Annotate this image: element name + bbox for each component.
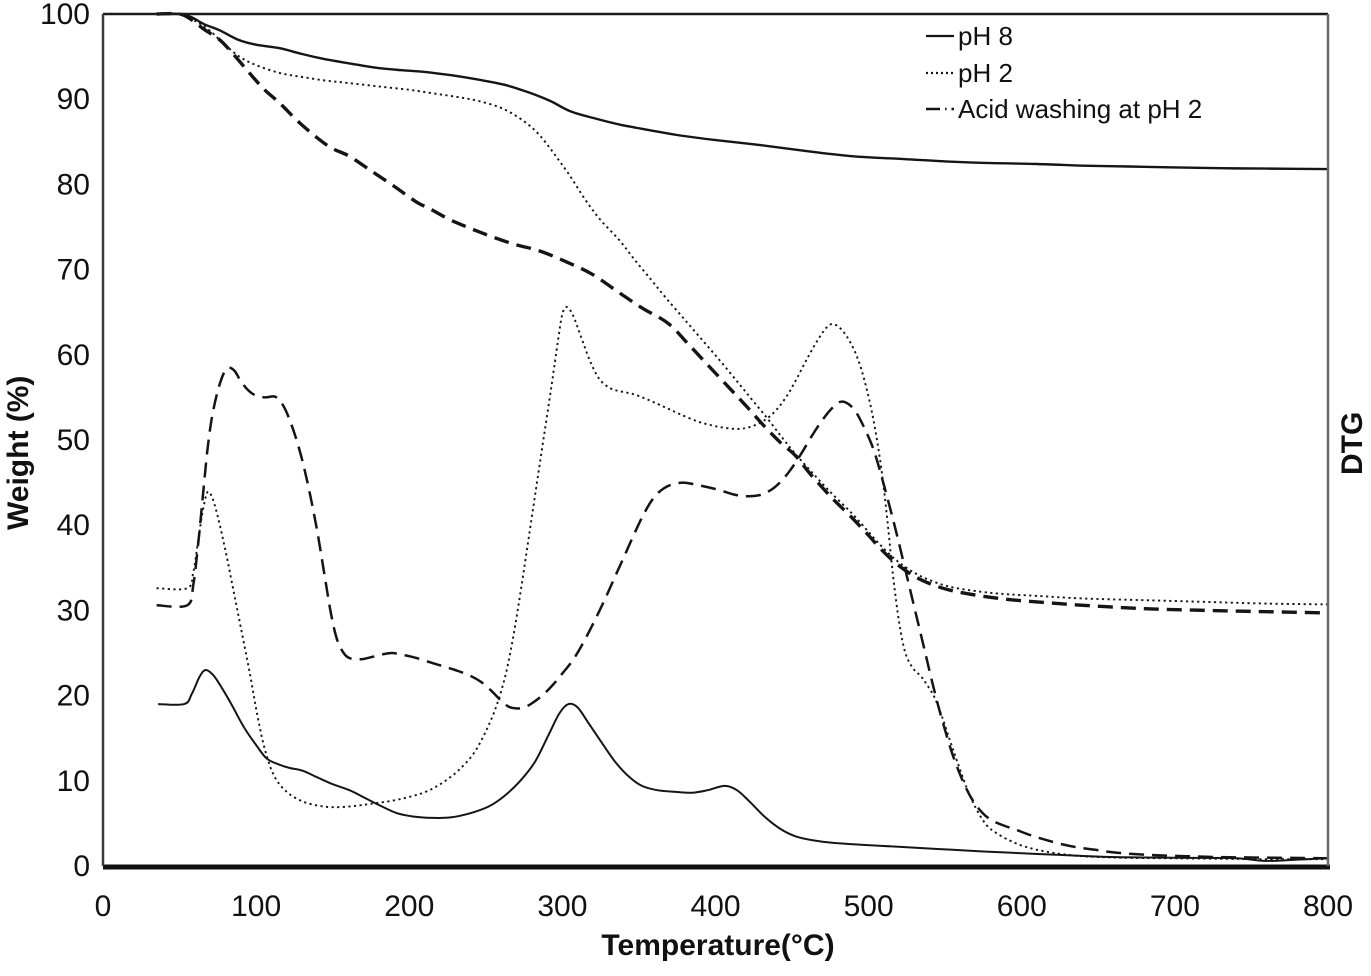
y-tick-label: 80: [57, 168, 90, 201]
x-tick-label: 400: [690, 890, 740, 923]
curve-tga-acid-washing-at-ph-2: [156, 11, 1329, 615]
curve-tga-ph-8: [156, 12, 1329, 171]
y-tick-label: 100: [40, 0, 90, 31]
x-tick-label: 300: [537, 890, 587, 923]
y-tick-label: 60: [57, 339, 90, 372]
legend-item: pH 2: [926, 58, 1013, 88]
y-tick-label: 0: [73, 850, 90, 883]
curve-dtg-acid-washing-at-ph-2: [156, 366, 1329, 860]
y-axis-title: Weight (%): [2, 376, 35, 530]
legend-item: pH 8: [926, 21, 1013, 51]
y-tick-label: 10: [57, 765, 90, 798]
x-tick-label: 800: [1303, 890, 1353, 923]
right-axis-title: DTG: [1336, 412, 1369, 475]
y-tick-label: 20: [57, 680, 90, 713]
curve-tga-ph-2: [156, 12, 1329, 606]
legend-item-label: pH 8: [958, 21, 1013, 51]
x-tick-label: 100: [231, 890, 281, 923]
plot-border: [101, 12, 1330, 870]
curve-dtg-ph-8: [158, 669, 1329, 862]
curves-layer: [156, 11, 1329, 862]
y-tick-label: 70: [57, 254, 90, 287]
x-tick-label: 600: [997, 890, 1047, 923]
legend: pH 8 pH 2 Acid washing at pH 2: [926, 21, 1202, 124]
x-tick-label: 200: [384, 890, 434, 923]
curve-dtg-ph-2: [156, 306, 1329, 861]
y-tick-label: 40: [57, 509, 90, 542]
tick-labels-layer: 0 10 20 30 40 50 60 70 80 90 100 0 100 200 300 400 500 60…: [40, 0, 1353, 923]
x-tick-label: 0: [95, 890, 112, 923]
y-tick-label: 90: [57, 83, 90, 116]
x-tick-label: 700: [1150, 890, 1200, 923]
y-tick-label: 50: [57, 424, 90, 457]
legend-item-label: Acid washing at pH 2: [958, 94, 1202, 124]
x-axis-title: Temperature(°C): [601, 929, 834, 962]
x-tick-label: 500: [844, 890, 894, 923]
legend-item-label: pH 2: [958, 58, 1013, 88]
legend-item: Acid washing at pH 2: [926, 94, 1202, 124]
y-tick-label: 30: [57, 594, 90, 627]
